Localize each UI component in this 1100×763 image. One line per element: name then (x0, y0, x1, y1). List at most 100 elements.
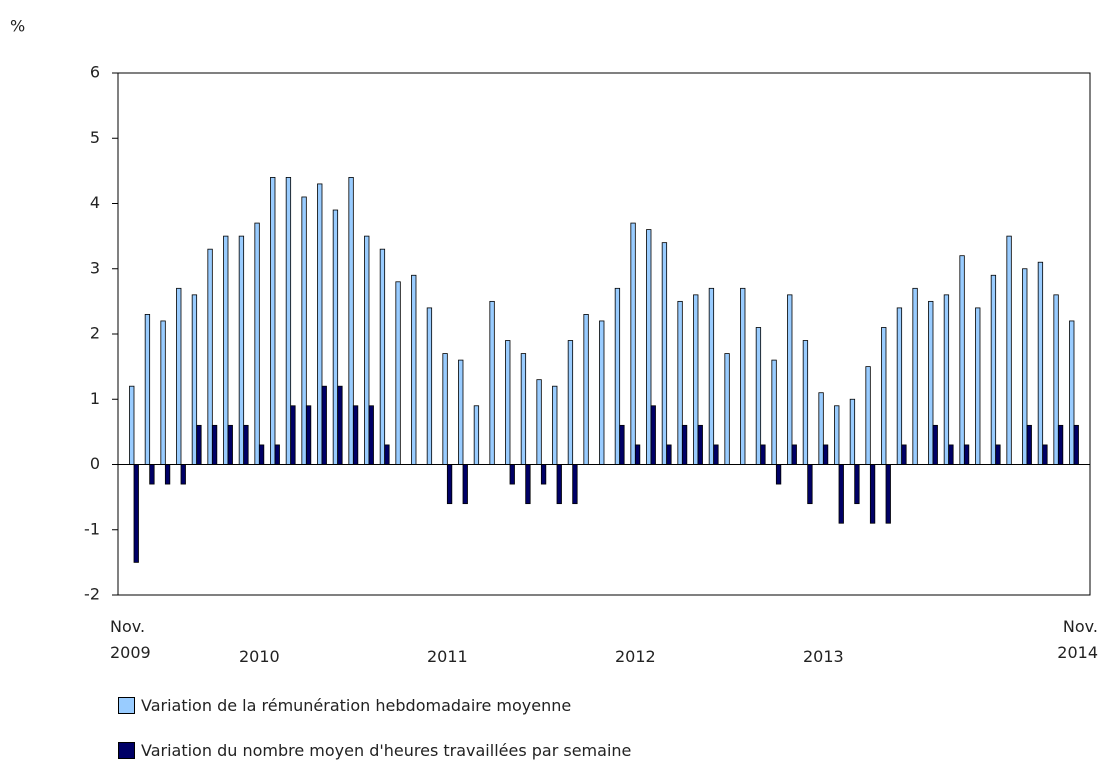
bar (822, 444, 829, 465)
bar (932, 424, 938, 465)
bar (912, 287, 918, 465)
bar (614, 287, 621, 465)
bar (807, 464, 813, 505)
bar (384, 444, 390, 465)
bar (270, 176, 276, 465)
bar (552, 385, 558, 465)
x-tick-label: 2010 (238, 647, 280, 666)
bar (180, 464, 186, 485)
bar (1042, 444, 1048, 465)
bar (818, 392, 824, 465)
bar (1069, 320, 1075, 465)
bar (556, 464, 562, 505)
bar (1022, 268, 1028, 465)
bar (771, 359, 777, 465)
y-unit: % (10, 17, 25, 36)
bar (901, 444, 907, 465)
bar (223, 235, 229, 465)
bar (865, 366, 871, 465)
legend-item: Variation de la rémunération hebdomadair… (118, 696, 571, 715)
bar (536, 379, 542, 465)
bar (348, 176, 354, 465)
legend-swatch (118, 742, 135, 759)
bar (258, 444, 265, 465)
bar (740, 287, 746, 465)
bar (243, 424, 249, 465)
bar (975, 307, 981, 465)
y-tick-label: 2 (90, 324, 100, 343)
y-tick-label: 1 (90, 389, 100, 408)
bar (854, 464, 860, 505)
bar (337, 385, 343, 465)
bar (129, 385, 135, 465)
bar (885, 464, 891, 524)
x-tick-label: Nov. 2014 (1057, 617, 1098, 662)
bar (254, 222, 260, 465)
bar (677, 300, 683, 465)
bar (274, 444, 280, 465)
bar (1053, 294, 1059, 465)
bar (646, 229, 652, 465)
bar (426, 307, 433, 465)
bar (661, 242, 668, 465)
x-tick-label: 2011 (426, 647, 468, 666)
y-tick-label: 6 (90, 63, 100, 82)
bar (227, 424, 233, 465)
bar (697, 424, 703, 465)
bar (191, 294, 198, 465)
bar (838, 464, 844, 524)
bar (881, 327, 887, 465)
x-tick-label: 2013 (802, 647, 844, 666)
bar (724, 353, 730, 465)
bar (928, 300, 934, 465)
bar (149, 464, 155, 485)
bar (458, 359, 464, 465)
bar (364, 235, 370, 465)
bar (990, 274, 997, 465)
bar (666, 444, 672, 465)
bar (959, 255, 965, 465)
y-tick-label: -2 (84, 585, 100, 604)
bar (1026, 424, 1032, 465)
bar (160, 320, 166, 465)
bar (834, 405, 840, 465)
bar (943, 294, 950, 465)
bar (176, 287, 182, 465)
bar (446, 464, 453, 505)
y-tick-label: 5 (90, 128, 100, 147)
bar (849, 398, 856, 465)
y-tick-label: 3 (90, 258, 100, 277)
bar (368, 405, 374, 465)
bar (896, 307, 903, 465)
legend-swatch (118, 697, 135, 714)
bar (693, 294, 699, 465)
bar (305, 405, 312, 465)
bar (442, 353, 448, 465)
bar (755, 327, 762, 465)
bar (321, 385, 327, 465)
x-tick-label: 2012 (614, 647, 656, 666)
bar (352, 405, 359, 465)
bar (619, 424, 625, 465)
bar (411, 274, 417, 465)
bar (211, 424, 218, 465)
bar (540, 464, 547, 485)
bar (505, 340, 511, 465)
bar (787, 294, 793, 465)
bar (164, 464, 171, 485)
bar (1006, 235, 1012, 465)
x-tick-label: Nov. 2009 (110, 617, 151, 662)
bar (520, 353, 527, 465)
bar (599, 320, 605, 465)
bar (681, 424, 688, 465)
bar (509, 464, 515, 485)
bar (290, 405, 296, 465)
bar (395, 281, 401, 465)
bar (634, 444, 641, 465)
y-tick-label: 0 (90, 454, 100, 473)
bar (713, 444, 719, 465)
bar (238, 235, 245, 465)
bar (207, 248, 213, 465)
bar (948, 444, 954, 465)
